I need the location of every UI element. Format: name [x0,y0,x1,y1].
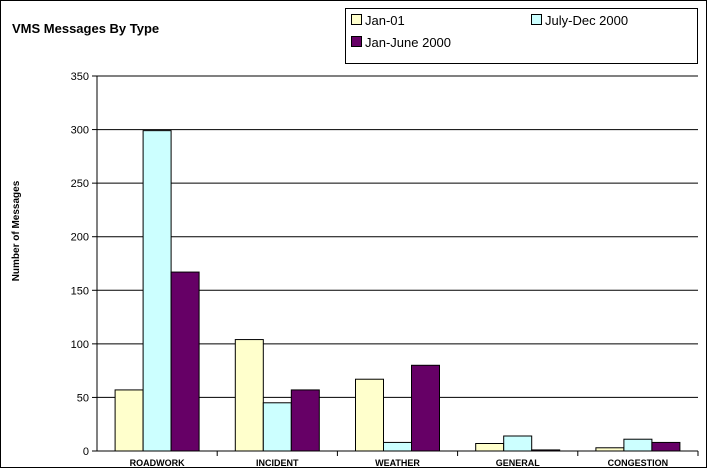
legend-swatch-series-3 [351,36,362,47]
legend-item-series-3: Jan-June 2000 [351,35,451,50]
bar [290,389,320,452]
y-tick-label: 150 [71,285,89,297]
y-tick-label: 0 [83,446,89,458]
bar [651,441,681,452]
y-tick-label: 100 [71,339,89,351]
legend-label-series-1: Jan-01 [365,13,405,28]
bar [383,441,412,452]
bar [170,271,200,452]
legend-item-series-2: July-Dec 2000 [531,13,628,28]
y-tick-label: 50 [77,392,89,404]
x-tick-label: GENERAL [496,458,541,467]
bar [595,447,625,452]
bar [531,449,561,452]
legend-label-series-2: July-Dec 2000 [545,13,629,28]
y-tick-label: 200 [71,232,89,244]
legend-swatch-series-2 [531,14,542,25]
x-tick-label: WEATHER [375,458,420,467]
bar [142,130,172,452]
bar [355,378,384,452]
chart-title: VMS Messages By Type [12,21,160,36]
x-tick-label: INCIDENT [256,458,299,467]
bar [475,443,505,452]
x-tick-label: ROADWORK [130,458,185,467]
bar [114,389,144,452]
bar [234,339,264,452]
y-tick-label: 250 [71,178,89,190]
legend-label-series-3: Jan-June 2000 [365,35,452,50]
y-tick-label: 300 [71,125,89,137]
legend-item-series-1: Jan-01 [351,13,405,28]
bar [623,438,653,452]
bar [262,402,292,452]
legend: Jan-01 July-Dec 2000 Jan-June 2000 [345,8,698,64]
bar [411,364,440,452]
x-tick-label: CONGESTION [608,458,669,467]
bar [503,435,533,452]
y-tick-label: 350 [71,71,89,83]
legend-swatch-series-1 [351,14,362,25]
